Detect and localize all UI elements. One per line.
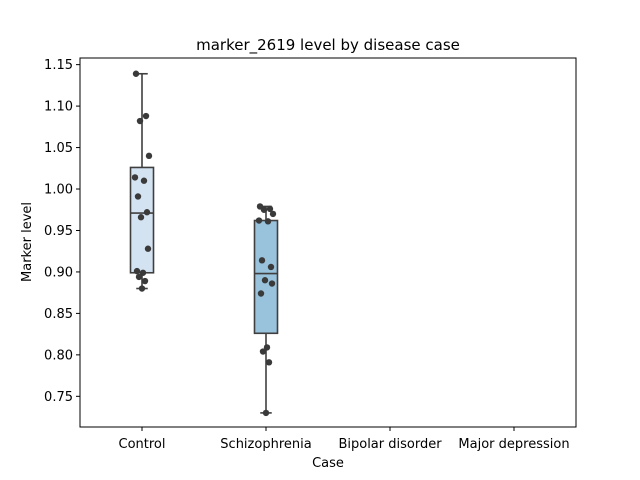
data-point [255,217,263,224]
plot-area [129,70,279,417]
data-point [258,257,266,264]
data-point [144,245,152,252]
data-point [143,209,151,216]
x-tick-label: Schizophrenia [220,437,311,452]
data-point [131,174,139,181]
data-point [145,152,153,160]
y-tick-label: 1.10 [44,100,73,115]
data-point [265,359,273,366]
data-point [139,269,147,276]
data-point [263,344,271,351]
data-point [260,206,268,213]
data-point [268,280,276,287]
data-point [136,117,144,125]
y-tick-label: 0.95 [44,224,73,239]
y-axis: 0.75 0.80 0.85 0.90 0.95 1.00 1.05 1.10 1.15 [44,58,80,405]
data-point [138,285,146,292]
y-tick-label: 1.00 [44,183,73,198]
y-tick-label: 0.85 [44,307,73,322]
x-tick-label: Control [119,437,166,452]
plot-frame [79,57,577,428]
data-point [264,218,272,225]
data-point [132,70,140,77]
y-tick-label: 1.05 [44,141,73,156]
data-point [261,277,269,284]
y-tick-label: 0.75 [44,390,73,405]
data-point [140,177,148,184]
y-axis-label: Marker level [20,202,35,282]
x-tick-label: Major depression [458,437,569,452]
data-point [137,214,145,221]
data-point [262,409,270,417]
data-point [269,210,277,218]
x-axis-label: Case [312,456,344,471]
y-tick-label: 0.90 [44,265,73,280]
data-point [135,273,143,281]
data-point [133,267,141,275]
data-point [257,290,265,297]
data-point [267,263,275,271]
y-tick-label: 0.80 [44,348,73,363]
x-tick-label: Bipolar disorder [338,437,442,452]
data-point [266,205,274,213]
data-point [259,348,267,355]
data-point [142,112,150,120]
chart-title: marker_2619 level by disease case [196,36,460,55]
data-point [134,193,142,200]
x-axis: Control Schizophrenia Bipolar disorder Majo… [119,427,570,452]
data-point [141,277,149,285]
y-tick-label: 1.15 [44,58,73,73]
box-schizophrenia [253,219,279,335]
